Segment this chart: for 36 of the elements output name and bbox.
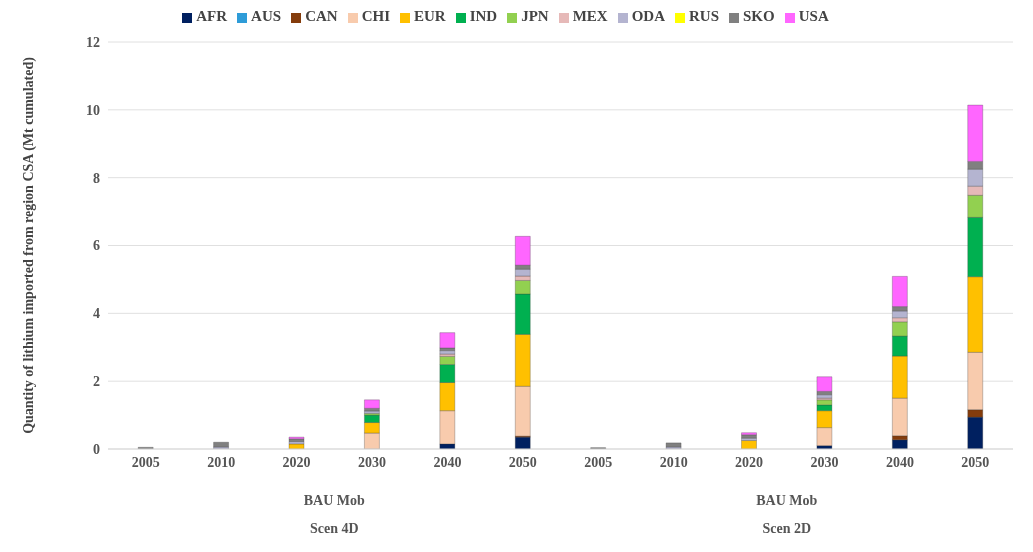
legend-label: IND bbox=[469, 8, 498, 24]
legend-label: AFR bbox=[196, 8, 228, 24]
y-tick-label: 12 bbox=[86, 34, 100, 50]
x-tick-label: 2030 bbox=[810, 454, 839, 470]
y-tick-label: 0 bbox=[93, 441, 100, 457]
legend-label: CHI bbox=[361, 8, 390, 24]
y-tick-label: 4 bbox=[93, 306, 100, 322]
y-tick-label: 2 bbox=[93, 374, 100, 390]
x-tick-label: 2020 bbox=[282, 454, 311, 470]
text: BAU Mob bbox=[755, 493, 819, 509]
text: Scen 4D bbox=[308, 521, 360, 537]
y-axis-title: Quantity of lithium imported from region CSA (Mt cumulated) bbox=[20, 56, 37, 434]
text: BAU Mob bbox=[302, 493, 366, 509]
legend-label: SKO bbox=[743, 8, 775, 24]
legend-label: ODA bbox=[631, 8, 665, 24]
x-tick-label: 2020 bbox=[735, 454, 764, 470]
x-tick-label: 2005 bbox=[131, 454, 160, 470]
x-tick-label: 2030 bbox=[357, 454, 386, 470]
x-tick-label: 2005 bbox=[584, 454, 613, 470]
x-tick-label: 2010 bbox=[659, 454, 688, 470]
text: Scen 2D bbox=[761, 521, 813, 537]
x-tick-label: 2050 bbox=[961, 454, 990, 470]
y-tick-label: 10 bbox=[86, 102, 100, 118]
legend-label: EUR bbox=[413, 8, 446, 24]
x-tick-label: 2010 bbox=[207, 454, 236, 470]
y-tick-label: 6 bbox=[93, 238, 100, 254]
y-tick-label: 8 bbox=[93, 170, 100, 186]
legend-label: JPN bbox=[521, 8, 549, 24]
legend-label: CAN bbox=[305, 8, 338, 24]
legend-label: MEX bbox=[572, 8, 608, 24]
legend-label: USA bbox=[798, 8, 829, 24]
x-tick-label: 2040 bbox=[885, 454, 914, 470]
legend-label: RUS bbox=[689, 8, 720, 24]
legend-label: AUS bbox=[251, 8, 282, 24]
x-tick-label: 2040 bbox=[433, 454, 462, 470]
x-tick-label: 2050 bbox=[508, 454, 537, 470]
